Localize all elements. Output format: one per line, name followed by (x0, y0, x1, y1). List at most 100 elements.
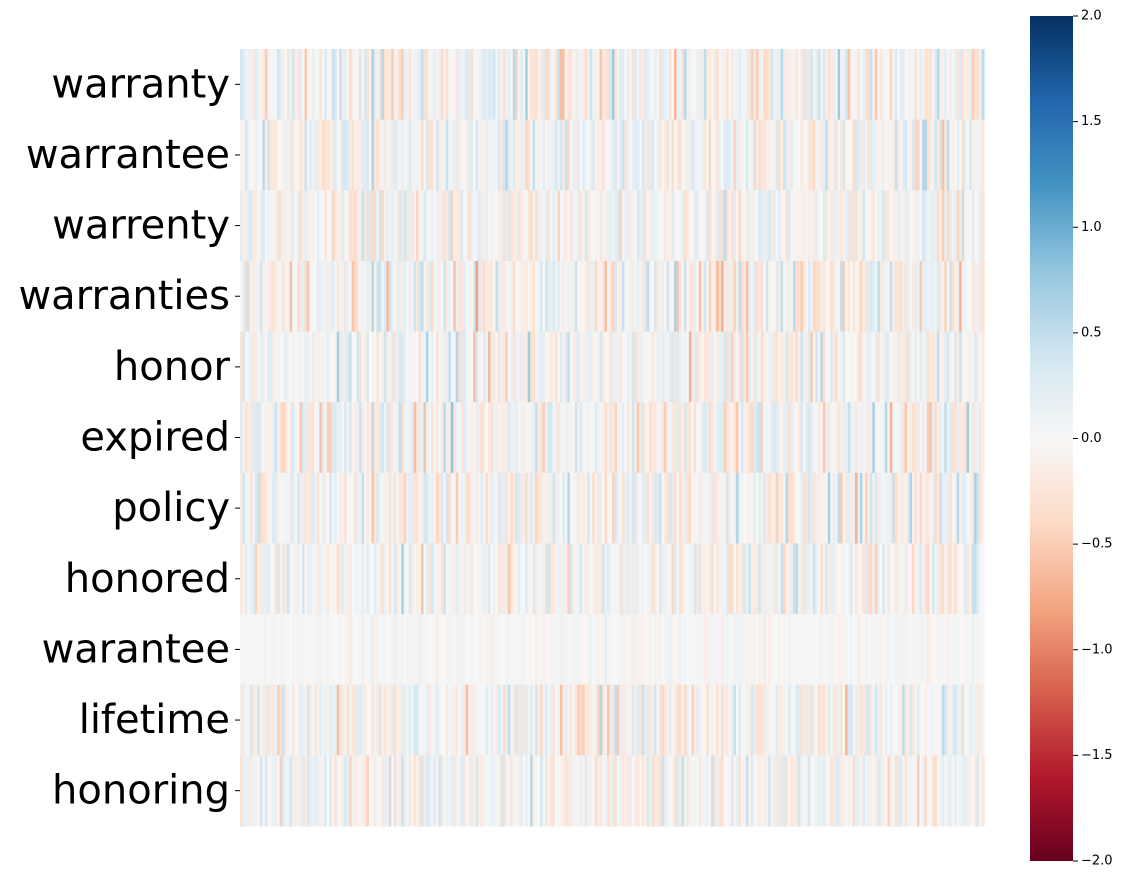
heatmap-cell (926, 472, 931, 544)
heatmap-cell (497, 260, 501, 333)
heatmap-cell (426, 755, 430, 827)
heatmap-cell (445, 543, 449, 615)
heatmap-cell (956, 402, 960, 474)
heatmap-cell (421, 684, 425, 756)
heatmap-cell (793, 755, 797, 827)
heatmap-cell (507, 119, 511, 191)
heatmap-cell (465, 472, 469, 544)
heatmap-cell (274, 260, 278, 333)
heatmap-cell (562, 684, 566, 756)
heatmap-cell (540, 614, 544, 686)
heatmap-cell (453, 402, 457, 474)
heatmap-cell (579, 260, 583, 333)
heatmap-cell (460, 49, 464, 121)
heatmap-cell (636, 755, 640, 827)
heatmap-cell (840, 543, 844, 615)
heatmap-cell (795, 331, 799, 403)
heatmap-cell (631, 684, 635, 756)
heatmap-cell (574, 472, 578, 544)
heatmap-cell (349, 543, 353, 615)
heatmap-cell (267, 190, 271, 262)
heatmap-cell (406, 260, 410, 333)
heatmap-cell (589, 614, 593, 686)
heatmap-cell (857, 614, 861, 686)
heatmap-cell (403, 260, 407, 333)
heatmap-cell (612, 684, 616, 756)
heatmap-cell (371, 472, 375, 544)
heatmap-cell (480, 49, 484, 121)
heatmap-cell (877, 755, 881, 827)
heatmap-cell (522, 119, 526, 191)
heatmap-cell (872, 472, 876, 544)
heatmap-cell (426, 119, 430, 191)
heatmap-cell (763, 472, 767, 544)
heatmap-cell (319, 119, 323, 191)
heatmap-cell (931, 684, 935, 756)
heatmap-cell (867, 614, 871, 686)
heatmap-cell (252, 331, 256, 403)
heatmap-cell (850, 684, 854, 756)
heatmap-cell (805, 402, 809, 474)
heatmap-cell (359, 543, 363, 615)
heatmap-cell (440, 684, 444, 756)
heatmap-cell (572, 49, 576, 121)
heatmap-cell (736, 260, 740, 333)
heatmap-cell (711, 543, 715, 615)
heatmap-cell (614, 331, 618, 403)
heatmap-cell (733, 755, 737, 827)
heatmap-cell (240, 543, 244, 615)
heatmap-cell (827, 119, 831, 191)
heatmap-cell (582, 119, 586, 191)
heatmap-cell (398, 331, 402, 403)
heatmap-cell (894, 614, 898, 686)
heatmap-cell (607, 755, 611, 827)
heatmap-cell (902, 190, 906, 262)
heatmap-cell (584, 614, 588, 686)
heatmap-cell (681, 49, 685, 121)
heatmap-cell (820, 755, 824, 827)
heatmap-cell (743, 331, 747, 403)
heatmap-cell (430, 614, 435, 686)
heatmap-cell (678, 684, 683, 756)
heatmap-cell (616, 331, 621, 403)
heatmap-cell (832, 402, 836, 474)
heatmap-cell (299, 331, 303, 403)
heatmap-cell (517, 190, 521, 262)
heatmap-cell (371, 755, 375, 827)
heatmap-cell (602, 684, 606, 756)
heatmap-cell (311, 331, 315, 403)
heatmap-cell (408, 260, 412, 333)
row-label-expired: expired (80, 415, 230, 461)
heatmap-cell (805, 755, 809, 827)
heatmap-cell (435, 755, 439, 827)
heatmap-cell (780, 472, 784, 544)
heatmap-cell (726, 331, 730, 403)
heatmap-cell (386, 402, 390, 474)
heatmap-cell (378, 402, 382, 474)
heatmap-cell (304, 614, 308, 686)
heatmap-cell (713, 543, 717, 615)
heatmap-cell (778, 119, 782, 191)
heatmap-cell (287, 684, 291, 756)
heatmap-cell (267, 260, 271, 333)
heatmap-cell (426, 260, 430, 333)
heatmap-cell (924, 402, 928, 474)
heatmap-cell (547, 755, 551, 827)
heatmap-cell (815, 755, 819, 827)
heatmap-cell (430, 402, 435, 474)
heatmap-cell (869, 684, 873, 756)
heatmap-cell (376, 260, 380, 333)
heatmap-cell (497, 119, 501, 191)
heatmap-cell (505, 543, 509, 615)
heatmap-cell (671, 260, 675, 333)
heatmap-cell (654, 49, 658, 121)
heatmap-cell (463, 331, 467, 403)
heatmap-cell (887, 119, 891, 191)
heatmap-cell (577, 402, 581, 474)
heatmap-cell (884, 543, 888, 615)
heatmap-cell (289, 755, 293, 827)
heatmap-cell (917, 119, 921, 191)
heatmap-cell (892, 402, 896, 474)
heatmap-cell (396, 260, 400, 333)
heatmap-cell (582, 472, 586, 544)
